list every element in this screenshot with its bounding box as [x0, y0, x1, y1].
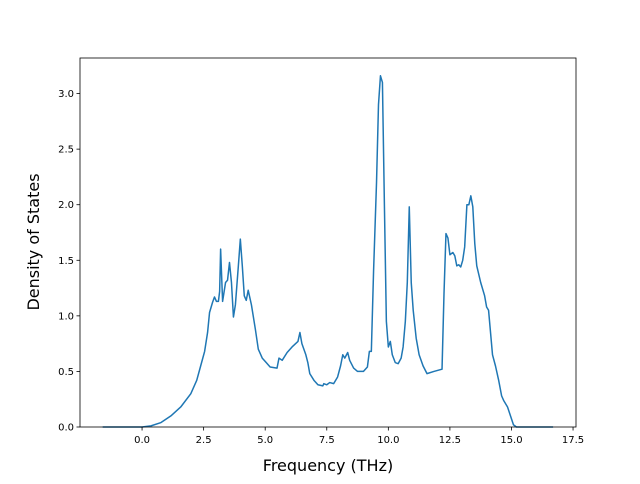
y-tick-label: 2.5: [58, 145, 74, 156]
y-tick-label: 1.0: [58, 311, 74, 322]
y-tick-label: 1.5: [58, 256, 74, 267]
x-tick-label: 10.0: [377, 435, 399, 446]
x-axis-label: Frequency (THz): [263, 456, 393, 475]
y-axis-label: Density of States: [24, 173, 43, 310]
plot-frame: [79, 57, 577, 428]
line-series: [102, 75, 554, 428]
y-tick-label: 0.5: [58, 367, 74, 378]
y-tick-label: 0.0: [58, 423, 74, 434]
x-tick-label: 7.5: [319, 435, 335, 446]
x-tick-label: 15.0: [500, 435, 522, 446]
x-tick-label: 12.5: [439, 435, 461, 446]
x-tick-label: 0.0: [134, 435, 150, 446]
y-tick-label: 2.0: [58, 200, 74, 211]
x-tick-label: 2.5: [196, 435, 212, 446]
x-tick-label: 5.0: [257, 435, 273, 446]
y-tick-label: 3.0: [58, 89, 74, 100]
x-tick-label: 17.5: [562, 435, 584, 446]
